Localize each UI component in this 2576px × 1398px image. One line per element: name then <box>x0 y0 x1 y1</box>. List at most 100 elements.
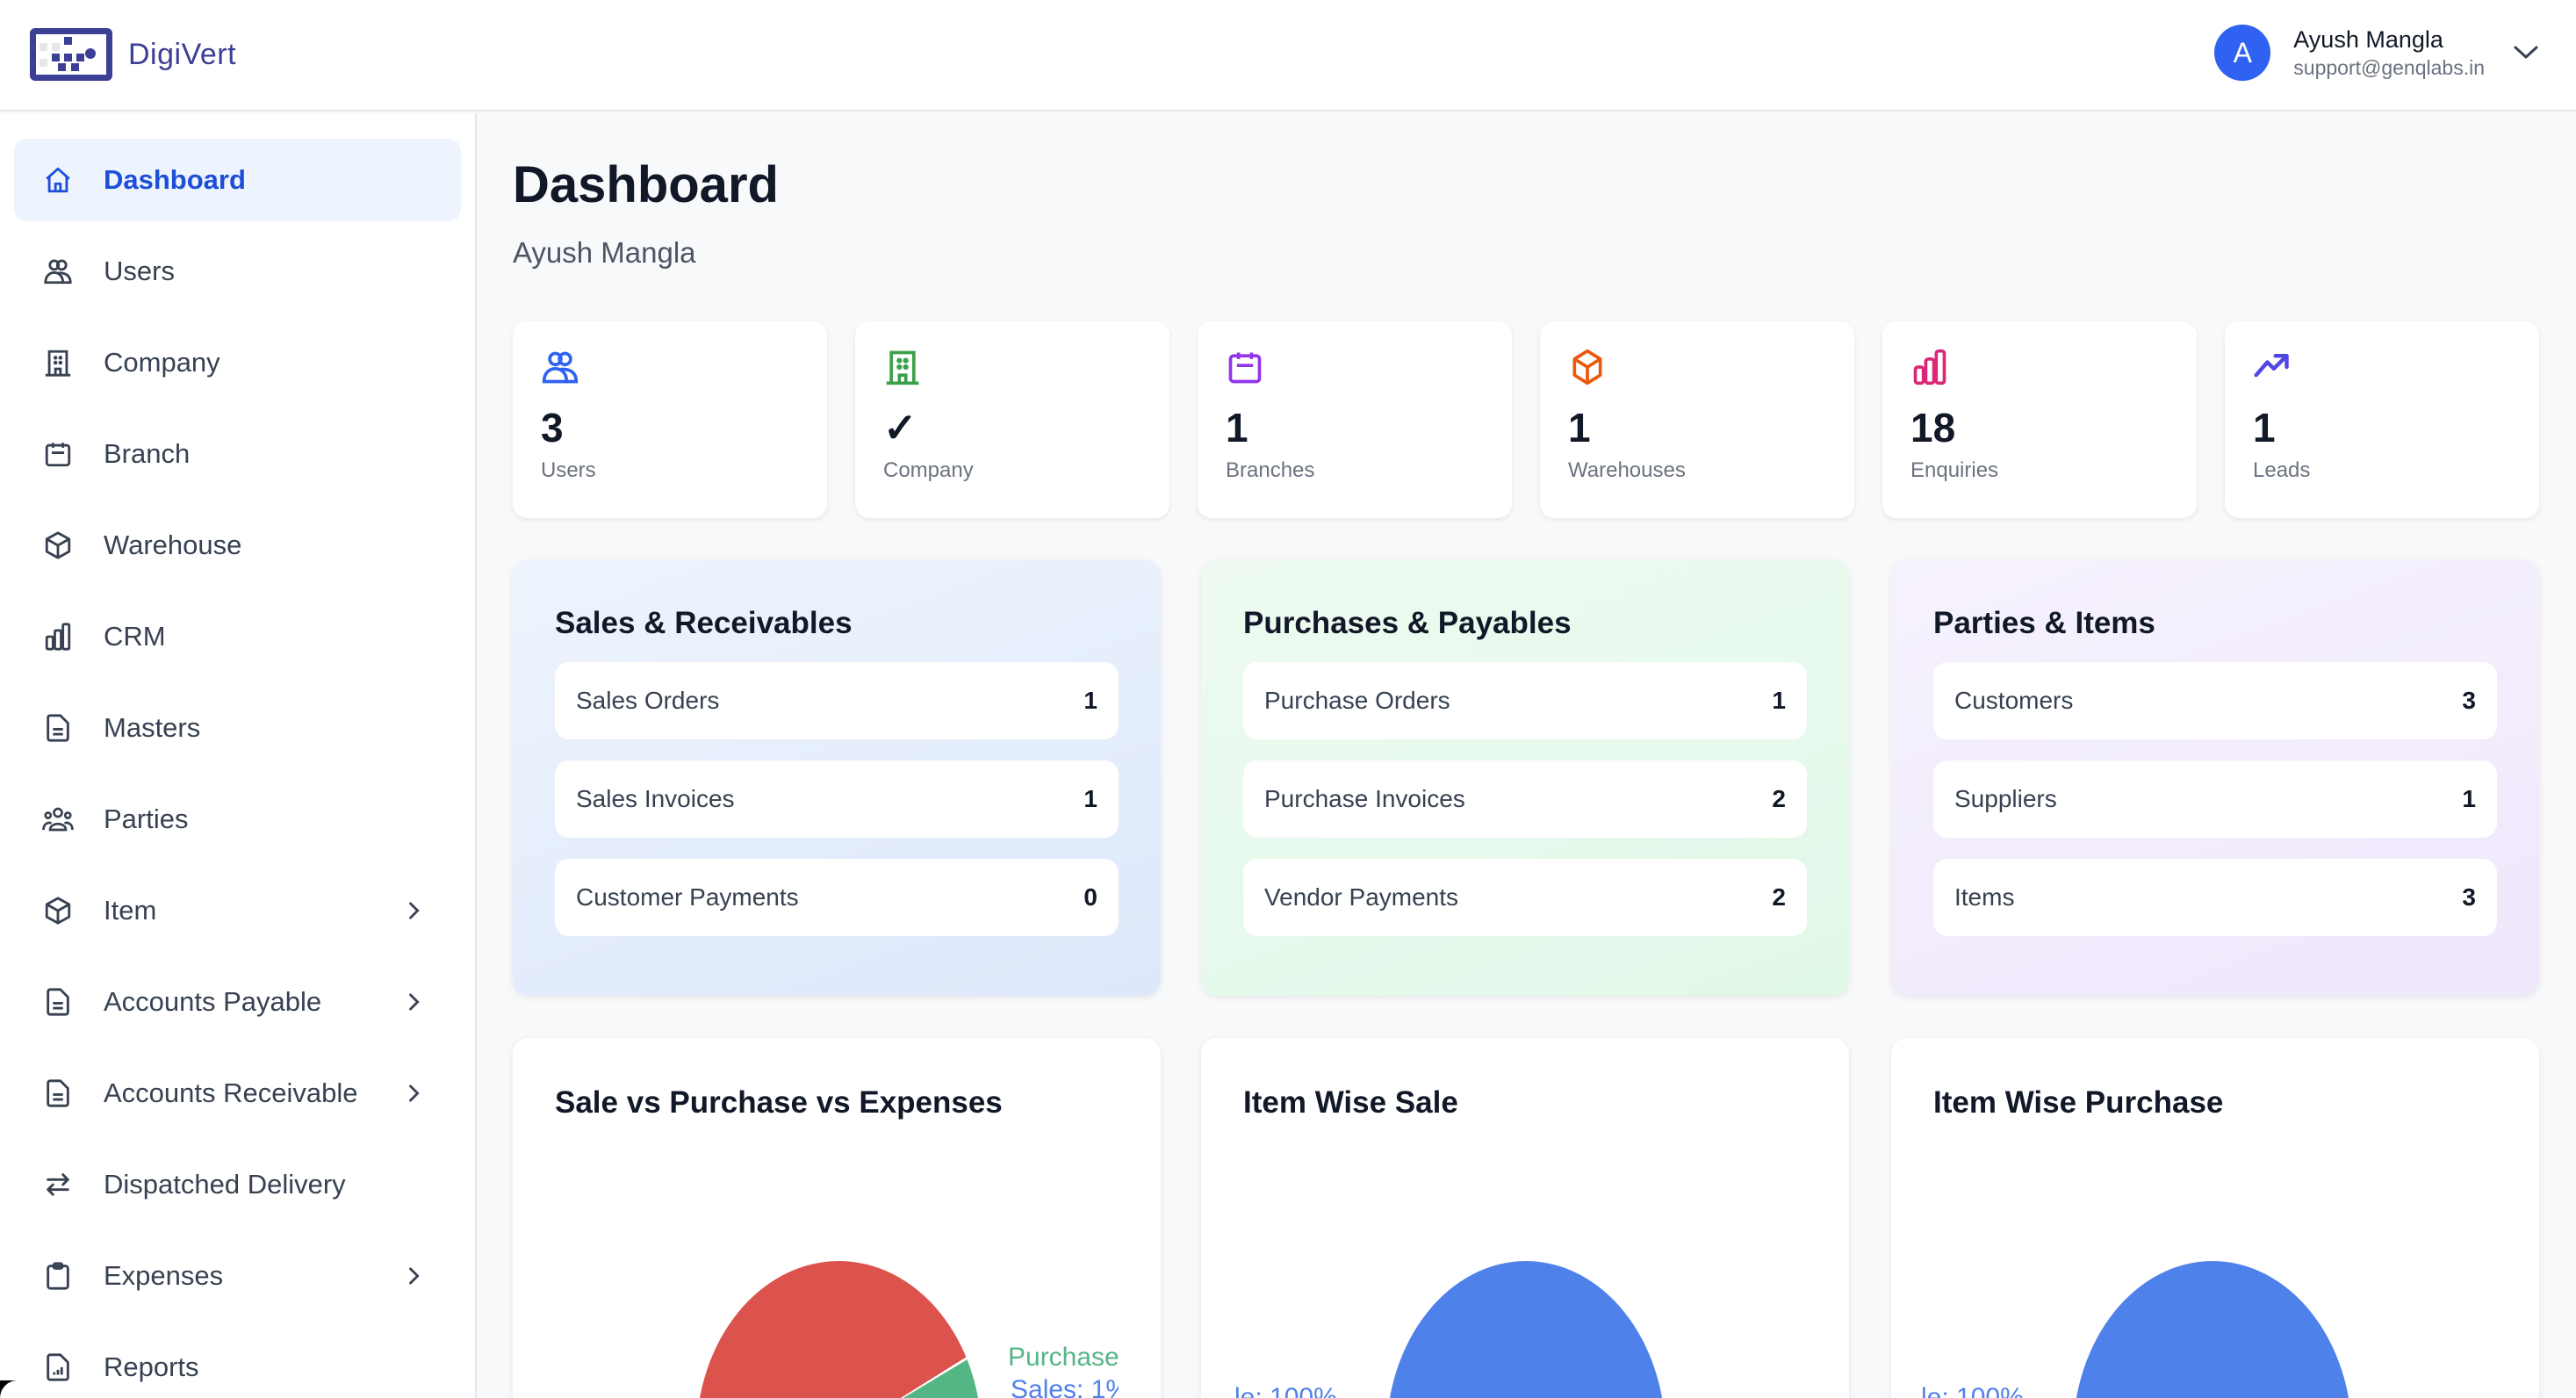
stat-value: 1 <box>2253 405 2276 450</box>
users-icon <box>541 348 579 386</box>
stat-card-enquiries[interactable]: 18 Enquiries <box>1882 321 2197 518</box>
sidebar-item-accounts-payable[interactable]: Accounts Payable <box>14 961 461 1043</box>
panel-title: Sales & Receivables <box>555 606 853 640</box>
chart-label-sale: le: 100% <box>1921 1383 2024 1398</box>
sidebar-item-company[interactable]: Company <box>14 321 461 404</box>
row-label: Purchase Invoices <box>1264 785 1465 812</box>
sidebar-item-label: Users <box>104 256 175 286</box>
sidebar-item-label: Dashboard <box>104 164 246 195</box>
trending-up-icon <box>2253 348 2292 386</box>
document-icon <box>42 1077 74 1109</box>
sidebar: Dashboard Users Company Branch Warehouse… <box>0 113 477 1398</box>
bar-chart-icon <box>1910 348 1949 386</box>
sidebar-item-label: Branch <box>104 438 191 469</box>
row-label: Purchase Orders <box>1264 687 1450 714</box>
calendar-icon <box>1226 348 1264 386</box>
row-label: Suppliers <box>1954 785 2057 812</box>
check-icon: ✓ <box>883 405 917 450</box>
row-value: 0 <box>1083 883 1097 911</box>
panel-parties-items: Parties & Items Customers 3 Suppliers 1 It… <box>1891 560 2539 996</box>
stat-value: 1 <box>1226 405 1248 450</box>
avatar[interactable]: A <box>2214 25 2271 81</box>
user-email: support@genqlabs.in <box>2293 56 2485 79</box>
stat-label: Users <box>541 458 596 482</box>
stat-card-branches[interactable]: 1 Branches <box>1198 321 1512 518</box>
sidebar-item-label: Accounts Receivable <box>104 1077 358 1108</box>
row-label: Customers <box>1954 687 2074 714</box>
brand-logo[interactable]: DigiVert <box>30 28 236 81</box>
digivert-logo-icon <box>30 28 112 81</box>
home-icon <box>42 164 74 196</box>
sidebar-item-parties[interactable]: Parties <box>14 778 461 861</box>
list-item[interactable]: Customers 3 <box>1933 662 2497 739</box>
list-item[interactable]: Vendor Payments 2 <box>1243 859 1807 936</box>
stat-card-leads[interactable]: 1 Leads <box>2225 321 2539 518</box>
chevron-right-icon[interactable] <box>401 898 426 923</box>
chevron-right-icon[interactable] <box>401 1264 426 1288</box>
top-bar: DigiVert A Ayush Mangla support@genqlabs… <box>0 0 2576 112</box>
sidebar-item-dashboard[interactable]: Dashboard <box>14 139 461 221</box>
sidebar-item-label: Reports <box>104 1351 199 1382</box>
stat-value: 18 <box>1910 405 1956 450</box>
building-icon <box>42 347 74 378</box>
cube-icon <box>42 895 74 926</box>
stat-label: Company <box>883 458 974 482</box>
list-item[interactable]: Sales Orders 1 <box>555 662 1119 739</box>
page-subtitle: Ayush Mangla <box>513 236 696 269</box>
chart-title: Sale vs Purchase vs Expenses <box>555 1085 1003 1120</box>
row-label: Sales Invoices <box>576 785 735 812</box>
panel-title: Parties & Items <box>1933 606 2155 640</box>
sidebar-item-label: CRM <box>104 621 166 652</box>
main-content: Dashboard Ayush Mangla 3 Users ✓ Company… <box>479 113 2576 1398</box>
sidebar-item-label: Accounts Payable <box>104 986 322 1017</box>
chevron-right-icon[interactable] <box>401 990 426 1014</box>
list-item[interactable]: Purchase Invoices 2 <box>1243 760 1807 838</box>
list-item[interactable]: Customer Payments 0 <box>555 859 1119 936</box>
chart-label-purchase: Purchase <box>1008 1343 1119 1372</box>
row-value: 2 <box>1772 785 1786 812</box>
sidebar-item-crm[interactable]: CRM <box>14 595 461 678</box>
pie-chart[interactable] <box>2073 1261 2352 1398</box>
panel-purchases-payables: Purchases & Payables Purchase Orders 1 Pu… <box>1201 560 1849 996</box>
user-menu[interactable]: A Ayush Mangla support@genqlabs.in <box>2214 25 2541 81</box>
stat-value: 1 <box>1568 405 1591 450</box>
sidebar-item-dispatched-delivery[interactable]: Dispatched Delivery <box>14 1143 461 1226</box>
list-item[interactable]: Items 3 <box>1933 859 2497 936</box>
calendar-icon <box>42 438 74 470</box>
list-item[interactable]: Purchase Orders 1 <box>1243 662 1807 739</box>
chart-title: Item Wise Sale <box>1243 1085 1458 1120</box>
sidebar-item-reports[interactable]: Reports <box>14 1326 461 1398</box>
sidebar-item-branch[interactable]: Branch <box>14 413 461 495</box>
brand-name: DigiVert <box>128 37 237 71</box>
pie-chart[interactable] <box>696 1261 982 1398</box>
row-value: 3 <box>2462 883 2476 911</box>
pie-chart[interactable] <box>1386 1261 1666 1398</box>
chevron-down-icon[interactable] <box>2511 38 2541 68</box>
sidebar-item-masters[interactable]: Masters <box>14 687 461 769</box>
row-value: 3 <box>2462 687 2476 714</box>
list-item[interactable]: Sales Invoices 1 <box>555 760 1119 838</box>
sidebar-item-users[interactable]: Users <box>14 230 461 313</box>
sidebar-item-label: Parties <box>104 803 189 834</box>
cube-icon <box>42 530 74 561</box>
chart-item-wise-purchase: Item Wise Purchase le: 100% <box>1891 1038 2539 1398</box>
stat-label: Warehouses <box>1568 458 1686 482</box>
sidebar-item-warehouse[interactable]: Warehouse <box>14 504 461 587</box>
chevron-right-icon[interactable] <box>401 1081 426 1106</box>
panel-sales-receivables: Sales & Receivables Sales Orders 1 Sales … <box>513 560 1161 996</box>
row-value: 1 <box>1772 687 1786 714</box>
chart-label-sale: le: 100% <box>1234 1383 1337 1398</box>
stat-card-users[interactable]: 3 Users <box>513 321 827 518</box>
sidebar-item-accounts-receivable[interactable]: Accounts Receivable <box>14 1052 461 1135</box>
sidebar-item-expenses[interactable]: Expenses <box>14 1235 461 1317</box>
building-icon <box>883 348 922 386</box>
row-label: Customer Payments <box>576 883 799 911</box>
chart-title: Item Wise Purchase <box>1933 1085 2224 1120</box>
stat-label: Enquiries <box>1910 458 1999 482</box>
stat-card-warehouses[interactable]: 1 Warehouses <box>1540 321 1854 518</box>
panel-title: Purchases & Payables <box>1243 606 1572 640</box>
chart-item-wise-sale: Item Wise Sale le: 100% <box>1201 1038 1849 1398</box>
sidebar-item-item[interactable]: Item <box>14 869 461 952</box>
stat-card-company[interactable]: ✓ Company <box>855 321 1169 518</box>
list-item[interactable]: Suppliers 1 <box>1933 760 2497 838</box>
